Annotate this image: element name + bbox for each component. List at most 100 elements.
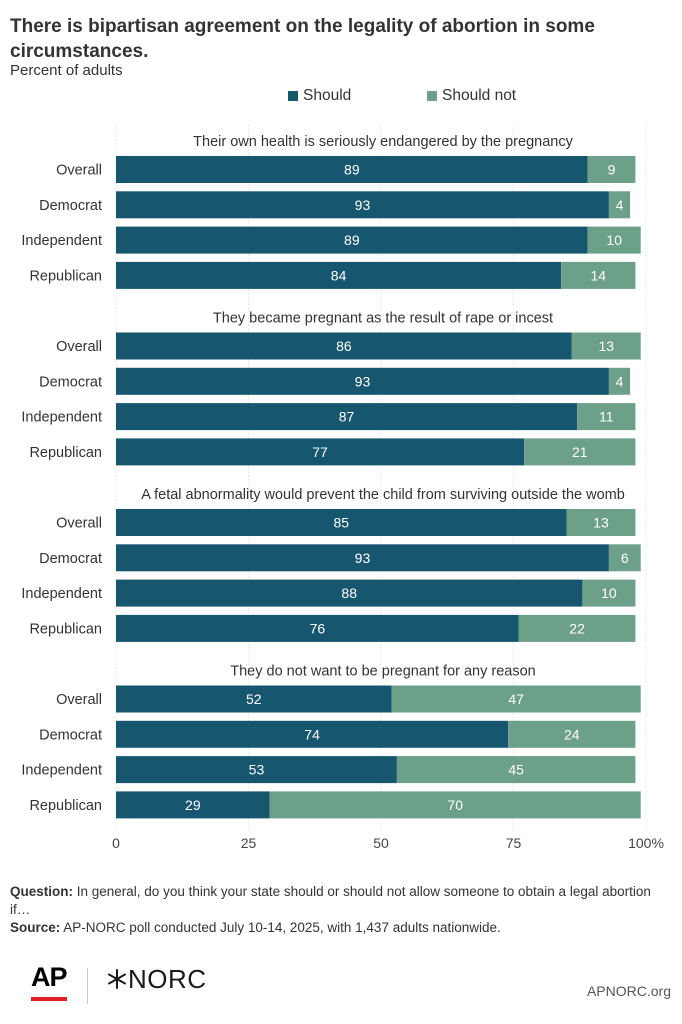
data-label-should: 52 [246,691,262,707]
data-label-should: 53 [249,762,265,778]
chart-subtitle: Percent of adults [10,62,123,79]
data-label-should-not: 13 [593,515,609,531]
category-label: Democrat [39,198,102,214]
bar-should [116,685,392,713]
data-label-should: 29 [185,797,201,813]
data-label-should-not: 70 [447,797,463,813]
data-label-should-not: 10 [606,232,622,248]
data-label-should-not: 13 [598,338,614,354]
category-label: Overall [56,516,102,532]
logo-divider [87,968,88,1004]
data-label-should: 84 [331,267,347,283]
source-note: Source: AP-NORC poll conducted July 10-1… [10,919,665,937]
data-label-should-not: 47 [508,691,524,707]
bar-should-not [571,332,641,360]
stacked-bar-chart: 0 25 50 75 100% Their own health is seriously… [21,125,664,851]
bar-should-not [391,685,641,713]
category-label: Overall [56,163,102,179]
ap-logo-text: AP [31,962,68,992]
question-label: Question: [10,884,73,899]
legend-label-should: Should [303,87,352,104]
bar-should [116,403,578,431]
data-label-should: 76 [310,620,326,636]
data-label-should: 86 [336,338,352,354]
category-label: Democrat [39,727,102,743]
legend-swatch-should [288,91,298,101]
bar-should-not [518,614,636,642]
bar-should-not [566,509,636,536]
category-label: Overall [56,339,102,355]
data-label-should-not: 4 [616,197,624,213]
bar-should-not [608,544,641,572]
bar-should [116,791,270,819]
source-text: AP-NORC poll conducted July 10-14, 2025,… [60,920,501,935]
panel-title: They became pregnant as the result of ra… [213,311,553,327]
bar-should [116,509,567,536]
category-label: Republican [29,621,102,637]
bar-should [116,191,609,219]
category-label: Independent [21,586,102,602]
data-label-should-not: 6 [621,550,629,566]
data-label-should: 89 [344,232,360,248]
data-label-should: 87 [339,409,355,425]
category-label: Democrat [39,374,102,390]
question-note: Question: In general, do you think your … [10,883,665,919]
x-tick-label: 0 [112,835,120,851]
norc-logo-text: NORC [128,963,207,994]
data-label-should: 88 [341,585,357,601]
data-label-should: 89 [344,162,360,178]
category-label: Independent [21,410,102,426]
source-label: Source: [10,920,61,935]
bar-should-not [561,261,636,289]
data-label-should-not: 14 [591,267,607,283]
bar-should [116,367,609,395]
x-tick-label: 50 [373,835,389,851]
data-label-should-not: 22 [569,620,585,636]
panel-title: Their own health is seriously endangered… [193,134,573,150]
bar-should [116,720,509,748]
ap-logo-bar [31,997,67,1001]
data-label-should: 77 [312,444,328,460]
bar-should [116,438,525,466]
ap-logo: AP [31,962,71,1004]
category-label: Republican [29,798,102,814]
bar-should-not [508,720,636,748]
legend-item-should: Should [288,87,351,105]
category-label: Independent [21,233,102,249]
data-label-should-not: 4 [616,373,624,389]
data-label-should-not: 11 [599,409,614,425]
x-tick-label: 75 [506,835,522,851]
bar-should-not [608,191,631,219]
bar-should [116,756,397,784]
data-label-should: 93 [355,373,371,389]
bar-should [116,579,583,607]
category-label: Independent [21,763,102,779]
data-label-should: 74 [304,726,320,742]
data-label-should: 93 [355,550,371,566]
bar-should-not [524,438,636,466]
legend-swatch-should-not [427,91,437,101]
bar-should-not [269,791,641,819]
data-label-should-not: 10 [601,585,617,601]
category-label: Republican [29,268,102,284]
bar-should-not [587,226,641,254]
asterisk-icon [108,969,126,989]
bar-should-not [587,156,636,183]
chart-title: There is bipartisan agreement on the leg… [10,16,595,62]
data-label-should-not: 9 [608,162,616,178]
bar-should-not [396,756,636,784]
data-label-should-not: 45 [508,762,524,778]
panel-title: They do not want to be pregnant for any … [230,664,536,680]
category-label: Republican [29,445,102,461]
chart-footer: Question: In general, do you think your … [10,883,665,937]
category-label: Democrat [39,551,102,567]
bar-should [116,544,609,572]
bar-should-not [582,579,636,607]
norc-logo: NORC [106,964,207,994]
data-label-should: 93 [355,197,371,213]
legend-label-should-not: Should not [442,87,517,104]
x-tick-label: 100% [628,835,664,851]
data-label-should-not: 24 [564,726,580,742]
bar-should [116,261,562,289]
data-label-should-not: 21 [572,444,588,460]
